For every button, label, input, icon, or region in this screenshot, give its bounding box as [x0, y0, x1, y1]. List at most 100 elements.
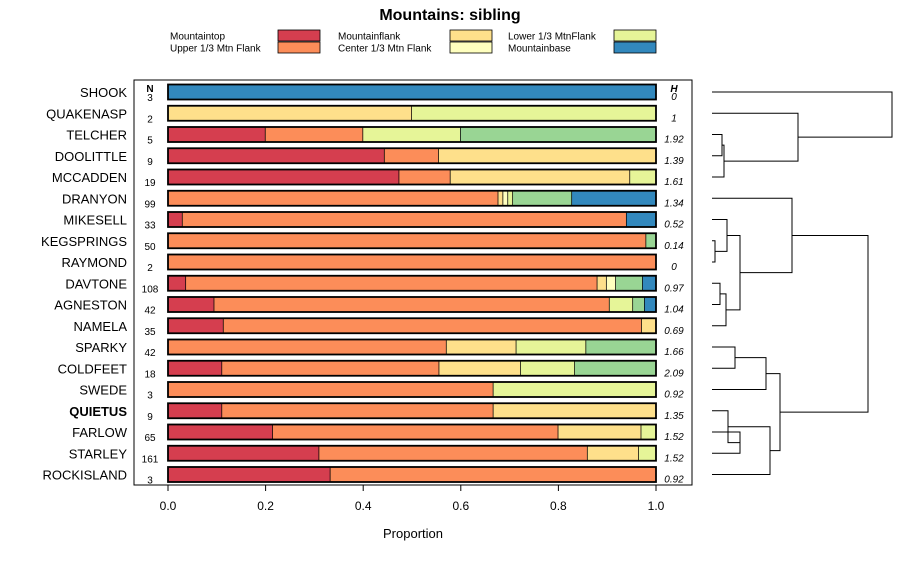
legend-swatch	[449, 29, 493, 42]
row-label: MIKESELL	[63, 213, 127, 228]
bar-segment	[168, 84, 656, 100]
bar-segment	[384, 148, 439, 164]
n-value: 2	[147, 263, 153, 274]
h-value: 0.92	[664, 390, 684, 401]
bar-segment	[626, 212, 656, 227]
legend-label: Mountainbase	[508, 44, 571, 55]
x-tick-label: 0.8	[550, 499, 567, 513]
bar-outline	[167, 189, 657, 207]
bar-segment	[642, 275, 656, 291]
bar-row: ROCKISLAND 3 0.92	[42, 466, 684, 487]
x-axis-title: Proportion	[383, 526, 443, 541]
bar-segment	[186, 275, 598, 291]
bar-outline	[167, 253, 657, 271]
legend-label: Mountainflank	[338, 32, 401, 43]
bar-outline	[167, 168, 657, 186]
row-label: SPARKY	[75, 340, 127, 355]
bar-segment	[223, 318, 642, 334]
dendrogram-link	[712, 282, 721, 305]
bar-row: DOOLITTLE 9 1.39	[55, 147, 684, 168]
bar-row: DRANYON 99 1.34	[62, 189, 684, 210]
bar-segment	[214, 297, 610, 312]
dendrogram-link	[712, 219, 728, 252]
bar-segment	[168, 275, 187, 291]
x-axis: 0.0 0.2 0.4 0.6 0.8 1.0	[160, 485, 665, 513]
bar-segment	[168, 467, 331, 482]
dendrogram	[712, 91, 893, 475]
bar-row: AGNESTON 42 1.04	[54, 296, 684, 317]
bar-segment	[272, 424, 559, 440]
h-value: 1.34	[664, 198, 684, 209]
bar-segment	[493, 403, 656, 419]
h-value: 0.97	[664, 283, 684, 294]
h-value: 1.61	[664, 177, 683, 188]
bar-row: FARLOW 65 1.52	[72, 423, 684, 444]
h-value: 1.52	[664, 432, 684, 443]
h-value: 0.69	[664, 326, 684, 337]
bar-segment	[638, 445, 656, 461]
n-value: 99	[144, 199, 156, 210]
bar-segment	[168, 190, 499, 206]
bar-segment	[168, 403, 223, 419]
h-column-header: H	[670, 84, 678, 95]
bar-row: MCCADDEN 19 1.61	[52, 168, 684, 189]
bar-segment	[222, 403, 494, 419]
row-label: NAMELA	[74, 319, 128, 334]
bar-segment	[168, 318, 224, 334]
h-value: 0.92	[664, 475, 684, 486]
bar-segment	[572, 190, 656, 206]
legend-swatch	[449, 41, 493, 54]
x-tick-label: 0.4	[355, 499, 372, 513]
n-value: 108	[142, 284, 159, 295]
n-value: 9	[147, 412, 153, 423]
dendrogram-link	[780, 234, 869, 413]
n-value: 19	[144, 178, 156, 189]
n-value: 65	[144, 433, 156, 444]
h-value: 2.09	[663, 368, 684, 379]
bar-segment	[168, 424, 273, 440]
legend-swatch	[277, 41, 321, 54]
bar-outline	[167, 338, 657, 356]
row-label: QUAKENASP	[46, 106, 127, 121]
n-value: 3	[147, 476, 153, 487]
bar-segment	[168, 339, 447, 355]
bar-segment	[168, 233, 647, 249]
h-value: 0.14	[664, 241, 684, 252]
bar-segment	[439, 360, 521, 376]
bar-outline	[167, 296, 657, 313]
bar-segment	[265, 127, 364, 142]
bar-row: QUIETUS 9 1.35	[69, 402, 684, 423]
bar-segment	[641, 318, 656, 334]
h-value: 1.04	[664, 305, 684, 316]
bar-outline	[167, 444, 657, 462]
bar-segment	[503, 190, 509, 206]
h-value: 0	[671, 262, 677, 273]
n-value: 35	[144, 327, 156, 338]
bar-segment	[513, 190, 573, 206]
row-label: TELCHER	[66, 128, 127, 143]
bar-segment	[609, 297, 634, 312]
dendrogram-link	[712, 426, 771, 475]
bar-segment	[516, 339, 587, 355]
legend-swatch	[613, 41, 657, 54]
x-tick-label: 1.0	[648, 499, 665, 513]
legend-label: Mountaintop	[170, 32, 225, 43]
bar-segment	[330, 467, 656, 482]
x-tick-label: 0.6	[452, 499, 469, 513]
bar-outline	[167, 317, 657, 335]
chart-title: Mountains: sibling	[379, 7, 520, 24]
row-label: QUIETUS	[69, 404, 127, 419]
bar-segment	[460, 127, 656, 142]
bar-row: MIKESELL 33 0.52	[63, 211, 684, 232]
n-value: 5	[147, 136, 153, 147]
bar-segment	[363, 127, 461, 142]
bar-segment	[399, 169, 451, 185]
bar-segment	[168, 360, 223, 376]
row-label: AGNESTON	[54, 298, 127, 313]
row-label: KEGSPRINGS	[41, 234, 127, 249]
bar-row: TELCHER 5 1.92	[66, 126, 684, 147]
legend-label: Center 1/3 Mtn Flank	[338, 44, 432, 55]
dendrogram-link	[712, 197, 793, 274]
bar-segment	[520, 360, 575, 376]
bar-segment	[168, 382, 494, 397]
